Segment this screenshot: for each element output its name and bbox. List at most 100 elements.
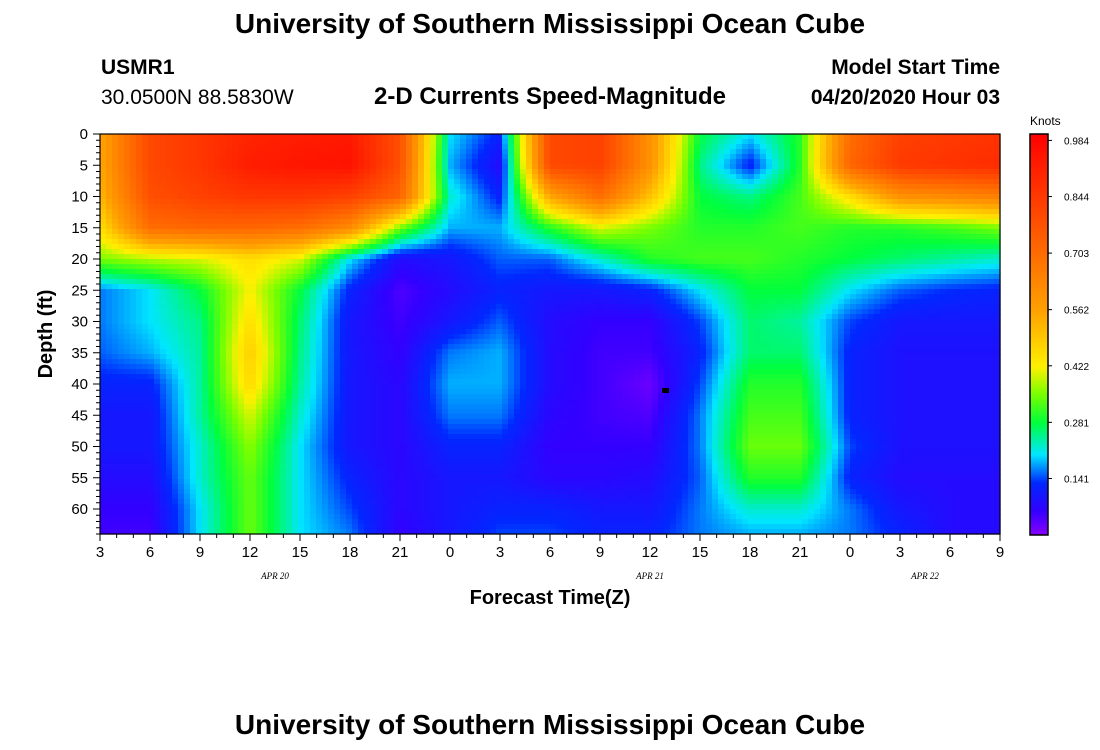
heatmap-cell xyxy=(676,199,683,205)
heatmap-cell xyxy=(730,219,737,225)
heatmap-cell xyxy=(430,209,437,215)
heatmap-cell xyxy=(370,229,377,235)
heatmap-cell xyxy=(178,189,185,195)
heatmap-cell xyxy=(244,269,251,275)
heatmap-cell xyxy=(436,214,443,220)
heatmap-cell xyxy=(592,139,599,145)
heatmap-cell xyxy=(340,174,347,180)
heatmap-cell xyxy=(850,139,857,145)
heatmap-cell xyxy=(880,289,887,295)
heatmap-cell xyxy=(340,199,347,205)
heatmap-cell xyxy=(220,159,227,165)
heatmap-cell xyxy=(706,159,713,165)
heatmap-cell xyxy=(454,159,461,165)
heatmap-cell xyxy=(934,294,941,300)
heatmap-cell xyxy=(766,169,773,175)
heatmap-cell xyxy=(136,279,143,285)
heatmap-cell xyxy=(892,264,899,270)
heatmap-cell xyxy=(310,229,317,235)
heatmap-cell xyxy=(388,259,395,265)
heatmap-cell xyxy=(832,214,839,220)
heatmap-cell xyxy=(424,249,431,255)
heatmap-cell xyxy=(826,164,833,170)
heatmap-cell xyxy=(676,254,683,260)
heatmap-cell xyxy=(598,219,605,225)
heatmap-cell xyxy=(334,229,341,235)
heatmap-cell xyxy=(814,234,821,240)
heatmap-cell xyxy=(448,134,455,140)
heatmap-cell xyxy=(208,169,215,175)
heatmap-cell xyxy=(166,299,173,305)
heatmap-cell xyxy=(442,169,449,175)
heatmap-cell xyxy=(514,289,521,295)
heatmap-cell xyxy=(406,279,413,285)
heatmap-cell xyxy=(610,259,617,265)
heatmap-cell xyxy=(814,174,821,180)
heatmap-cell xyxy=(202,164,209,170)
heatmap-cell xyxy=(292,269,299,275)
heatmap-cell xyxy=(328,189,335,195)
heatmap-cell xyxy=(838,204,845,210)
heatmap-cell xyxy=(100,144,107,150)
heatmap-cell xyxy=(292,239,299,245)
heatmap-cell xyxy=(844,164,851,170)
heatmap-cell xyxy=(334,249,341,255)
heatmap-cell xyxy=(568,149,575,155)
heatmap-cell xyxy=(298,179,305,185)
heatmap-cell xyxy=(856,164,863,170)
heatmap-cell xyxy=(778,239,785,245)
heatmap-cell xyxy=(232,224,239,230)
heatmap-cell xyxy=(394,269,401,275)
heatmap-cell xyxy=(154,274,161,280)
heatmap-cell xyxy=(262,159,269,165)
heatmap-cell xyxy=(550,184,557,190)
heatmap-cell xyxy=(940,279,947,285)
heatmap-cell xyxy=(604,279,611,285)
heatmap-cell xyxy=(262,234,269,240)
heatmap-cell xyxy=(148,284,155,290)
heatmap-cell xyxy=(946,214,953,220)
heatmap-cell xyxy=(952,234,959,240)
heatmap-cell xyxy=(802,179,809,185)
heatmap-cell xyxy=(886,194,893,200)
heatmap-cell xyxy=(508,179,515,185)
heatmap-cell xyxy=(814,169,821,175)
heatmap-cell xyxy=(388,249,395,255)
heatmap-cell xyxy=(952,144,959,150)
heatmap-cell xyxy=(394,174,401,180)
heatmap-cell xyxy=(220,289,227,295)
heatmap-cell xyxy=(790,219,797,225)
heatmap-cell xyxy=(988,159,995,165)
heatmap-cell xyxy=(412,144,419,150)
heatmap-cell xyxy=(922,144,929,150)
heatmap-cell xyxy=(562,259,569,265)
heatmap-cell xyxy=(706,269,713,275)
heatmap-cell xyxy=(298,264,305,270)
heatmap-cell xyxy=(778,224,785,230)
heatmap-cell xyxy=(208,144,215,150)
heatmap-cell xyxy=(238,214,245,220)
heatmap-cell xyxy=(712,264,719,270)
heatmap-cell xyxy=(160,269,167,275)
heatmap-cell xyxy=(952,209,959,215)
heatmap-cell xyxy=(922,209,929,215)
heatmap-cell xyxy=(748,189,755,195)
heatmap-cell xyxy=(652,149,659,155)
heatmap-cell xyxy=(328,269,335,275)
heatmap-cell xyxy=(352,154,359,160)
heatmap-cell xyxy=(364,239,371,245)
heatmap-cell xyxy=(784,169,791,175)
heatmap-cell xyxy=(880,214,887,220)
heatmap-cell xyxy=(562,184,569,190)
heatmap-cell xyxy=(484,259,491,265)
heatmap-cell xyxy=(190,294,197,300)
heatmap-cell xyxy=(334,139,341,145)
heatmap-cell xyxy=(598,179,605,185)
heatmap-cell xyxy=(934,274,941,280)
heatmap-cell xyxy=(550,284,557,290)
heatmap-cell xyxy=(730,209,737,215)
heatmap-cell xyxy=(700,254,707,260)
heatmap-cell xyxy=(370,244,377,250)
heatmap-cell xyxy=(148,299,155,305)
heatmap-cell xyxy=(550,264,557,270)
